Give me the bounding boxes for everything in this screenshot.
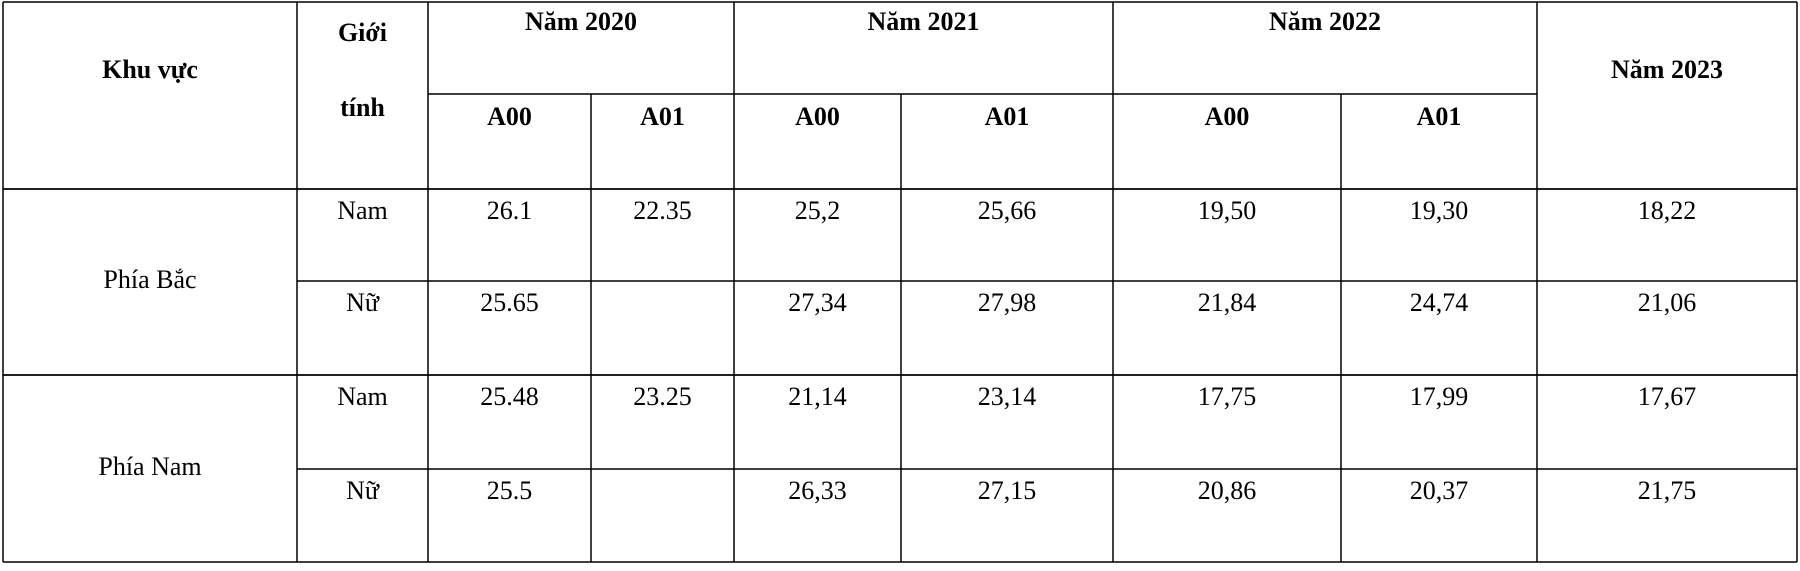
value-cell: 20,86: [1197, 476, 1257, 505]
column-header: A01: [984, 102, 1030, 131]
gender-header: Giới tính: [337, 18, 388, 122]
value-cell: 18,22: [1637, 196, 1697, 225]
region-header: Khu vực: [102, 55, 198, 84]
value-cell: 25,2: [794, 196, 841, 225]
value-cell: 19,50: [1197, 196, 1257, 225]
value-cell: 17,67: [1637, 382, 1697, 411]
value-cell: 25.65: [480, 288, 539, 317]
year-header: Năm 2020: [525, 7, 637, 36]
year-header: Năm 2023: [1611, 55, 1723, 84]
value-cell: 21,06: [1637, 288, 1697, 317]
column-header: A01: [640, 102, 685, 131]
value-cell: 17,75: [1197, 382, 1257, 411]
value-cell: 24,74: [1409, 288, 1469, 317]
value-cell: 22.35: [633, 196, 692, 225]
value-cell: 20,37: [1409, 476, 1469, 505]
value-cell: 26.1: [486, 196, 533, 225]
value-cell: 21,75: [1637, 476, 1697, 505]
value-cell: 27,15: [977, 476, 1037, 505]
value-cell: 25.5: [486, 476, 533, 505]
column-header: A00: [1204, 102, 1250, 131]
value-cell: 23,14: [977, 382, 1037, 411]
gender: Nữ: [346, 476, 379, 505]
value-cell: 25,66: [977, 196, 1037, 225]
value-cell: 25.48: [480, 382, 539, 411]
value-cell: 27,98: [977, 288, 1037, 317]
value-cell: 27,34: [788, 288, 847, 317]
value-cell: 17,99: [1409, 382, 1469, 411]
gender: Nam: [337, 196, 388, 225]
value-cell: 26,33: [788, 476, 847, 505]
gender: Nam: [337, 382, 388, 411]
gender: Nữ: [346, 288, 379, 317]
value-cell: 23.25: [633, 382, 692, 411]
column-header: A00: [487, 102, 532, 131]
region-name: Phía Nam: [98, 451, 202, 481]
column-header: A01: [1416, 102, 1462, 131]
year-header: Năm 2022: [1269, 7, 1381, 36]
value-cell: 21,14: [788, 382, 847, 411]
column-header: A00: [795, 102, 840, 131]
value-cell: 19,30: [1409, 196, 1469, 225]
region-name: Phía Bắc: [103, 265, 197, 294]
value-cell: 21,84: [1197, 288, 1257, 317]
year-header: Năm 2021: [867, 7, 980, 36]
